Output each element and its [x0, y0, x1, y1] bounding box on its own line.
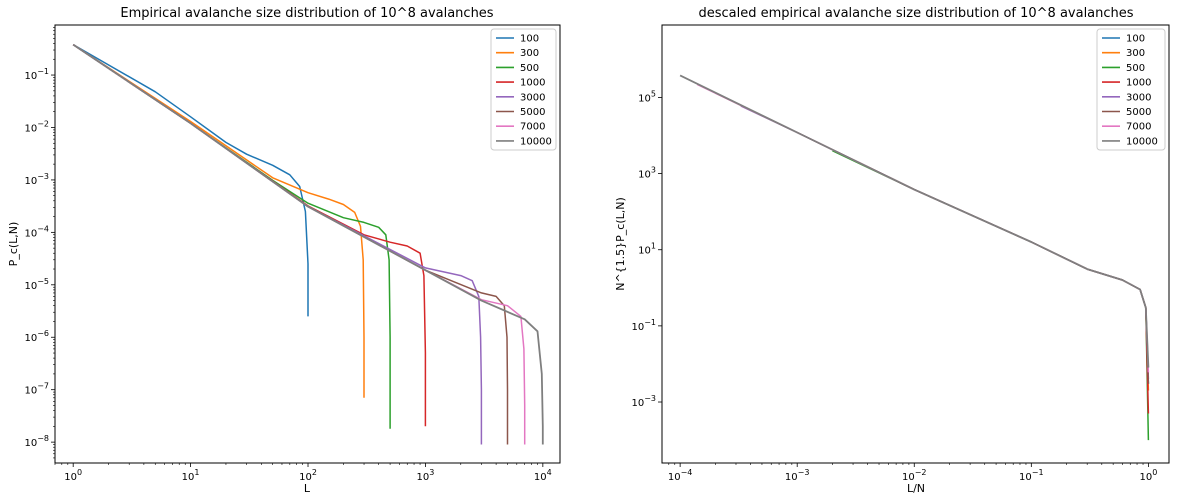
- right-legend-label-1000: 1000: [1126, 78, 1151, 89]
- left-series-line-3000: [72, 43, 483, 445]
- right-legend-label-7000: 7000: [1126, 122, 1151, 133]
- right-legend-label-300: 300: [1126, 48, 1145, 59]
- right-legend-box: [1096, 28, 1166, 151]
- left-series-lines: [72, 43, 544, 445]
- left-legend-label-300: 300: [520, 48, 539, 59]
- right-x-tick-label-4: 100: [1139, 468, 1157, 483]
- right-x-axis-label: L/N: [907, 482, 925, 495]
- left-x-axis-label: L: [304, 482, 311, 495]
- right-chart-title: descaled empirical avalanche size distri…: [698, 6, 1133, 21]
- right-x-tick-label-2: 10−2: [902, 468, 927, 483]
- left-axis-ticks: 100 101 102 103 104 10−8 10−7 10−6 10−5 10−4 10−3 1…: [24, 27, 552, 483]
- right-y-tick-label-3: 103: [638, 166, 656, 181]
- left-y-tick-label-6: 10−2: [24, 119, 49, 134]
- left-series-line-10000: [72, 43, 544, 445]
- left-x-tick-label-4: 104: [534, 468, 552, 483]
- right-series-line-100: [913, 188, 1150, 384]
- left-x-tick-label-3: 103: [417, 468, 435, 483]
- left-y-axis-label: P_c(L,N): [7, 222, 20, 267]
- right-series-line-1000: [796, 131, 1150, 414]
- right-x-tick-label-0: 10−4: [668, 468, 693, 483]
- left-legend-label-10000: 10000: [520, 136, 552, 147]
- right-y-axis-label: N^{1.5}P_c(L,N): [614, 197, 627, 291]
- left-y-tick-label-7: 10−1: [24, 67, 49, 82]
- right-legend-label-3000: 3000: [1126, 92, 1151, 103]
- right-x-tick-label-1: 10−3: [785, 468, 810, 483]
- right-axis-ticks: 10−4 10−3 10−2 10−1 100 10−3 10−1 101 103 105: [631, 89, 1157, 483]
- right-series-line-10000: [679, 74, 1150, 368]
- left-y-tick-label-2: 10−6: [24, 329, 49, 344]
- right-chart-panel: descaled empirical avalanche size distri…: [614, 6, 1170, 495]
- left-chart-title: Empirical avalanche size distribution of…: [120, 6, 493, 21]
- left-y-tick-label-5: 10−3: [24, 172, 49, 187]
- left-chart-panel: Empirical avalanche size distribution of…: [7, 6, 561, 495]
- right-series-line-300: [857, 161, 1150, 391]
- right-x-tick-label-3: 10−1: [1019, 468, 1044, 483]
- left-x-tick-label-1: 101: [182, 468, 200, 483]
- right-series-line-3000: [740, 105, 1150, 380]
- right-series-lines: [679, 74, 1150, 441]
- right-legend-label-500: 500: [1126, 63, 1145, 74]
- left-series-line-500: [72, 43, 391, 429]
- left-legend-label-7000: 7000: [520, 122, 545, 133]
- right-series-line-7000: [696, 83, 1150, 373]
- left-legend-label-500: 500: [520, 63, 539, 74]
- left-y-tick-label-0: 10−8: [24, 434, 49, 449]
- right-plot-frame: [661, 24, 1170, 464]
- left-series-line-7000: [72, 43, 526, 445]
- left-legend-label-3000: 3000: [520, 92, 545, 103]
- left-legend-label-5000: 5000: [520, 107, 545, 118]
- left-y-tick-label-3: 10−5: [24, 277, 49, 292]
- left-x-tick-label-2: 102: [299, 468, 317, 483]
- right-legend: 100 300 500 1000 3000 5000 7000 10000: [1096, 28, 1166, 151]
- right-y-tick-label-2: 101: [638, 242, 656, 257]
- right-y-tick-label-0: 10−3: [631, 394, 656, 409]
- right-legend-label-5000: 5000: [1126, 107, 1151, 118]
- left-legend-box: [490, 28, 557, 151]
- right-series-line-5000: [715, 92, 1150, 384]
- left-series-line-100: [72, 43, 309, 317]
- right-legend-label-100: 100: [1126, 34, 1145, 45]
- left-legend-label-1000: 1000: [520, 78, 545, 89]
- left-x-tick-label-0: 100: [64, 468, 82, 483]
- left-legend-label-100: 100: [520, 34, 539, 45]
- right-y-tick-label-4: 105: [638, 89, 656, 104]
- right-y-tick-label-1: 10−1: [631, 318, 656, 333]
- left-y-tick-label-4: 10−4: [24, 224, 49, 239]
- left-legend: 100 300 500 1000 3000 5000 7000 10000: [490, 28, 557, 151]
- left-series-line-300: [72, 43, 365, 398]
- right-legend-label-10000: 10000: [1126, 136, 1158, 147]
- left-series-line-5000: [72, 43, 509, 445]
- left-y-tick-label-1: 10−7: [24, 382, 49, 397]
- left-series-line-1000: [72, 43, 427, 427]
- right-series-line-500: [832, 150, 1150, 441]
